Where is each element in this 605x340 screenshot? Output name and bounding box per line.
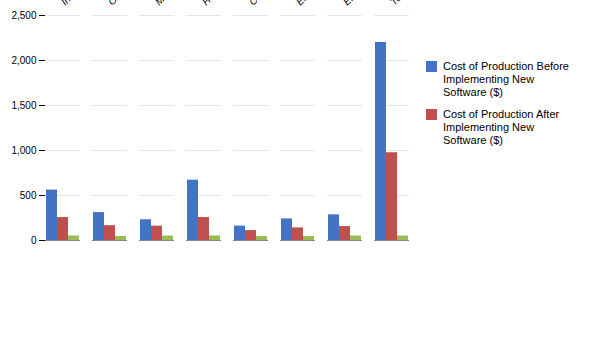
svg-text:1,000: 1,000: [11, 145, 36, 156]
html-text:Cost of Production After Imple: Cost of Production After Implementing Ne…: [443, 107, 560, 146]
svg-text:Internal Labor: Internal Labor: [59, 0, 111, 7]
svg-text:1,500: 1,500: [11, 100, 36, 111]
svg-text:Total: Total: [388, 0, 411, 7]
svg-text:Emergency: Emergency: [294, 0, 338, 7]
svg-text:0: 0: [31, 235, 37, 246]
svg-text:2,500: 2,500: [11, 10, 36, 21]
html-text:Cost of Production Before Impl: Cost of Production Before Implementing N…: [443, 60, 569, 99]
svg-text:Energy: Energy: [341, 0, 372, 7]
svg-text:500: 500: [20, 190, 37, 201]
svg-text:2,000: 2,000: [11, 55, 36, 66]
svg-text:Maintainance: Maintainance: [153, 0, 203, 7]
